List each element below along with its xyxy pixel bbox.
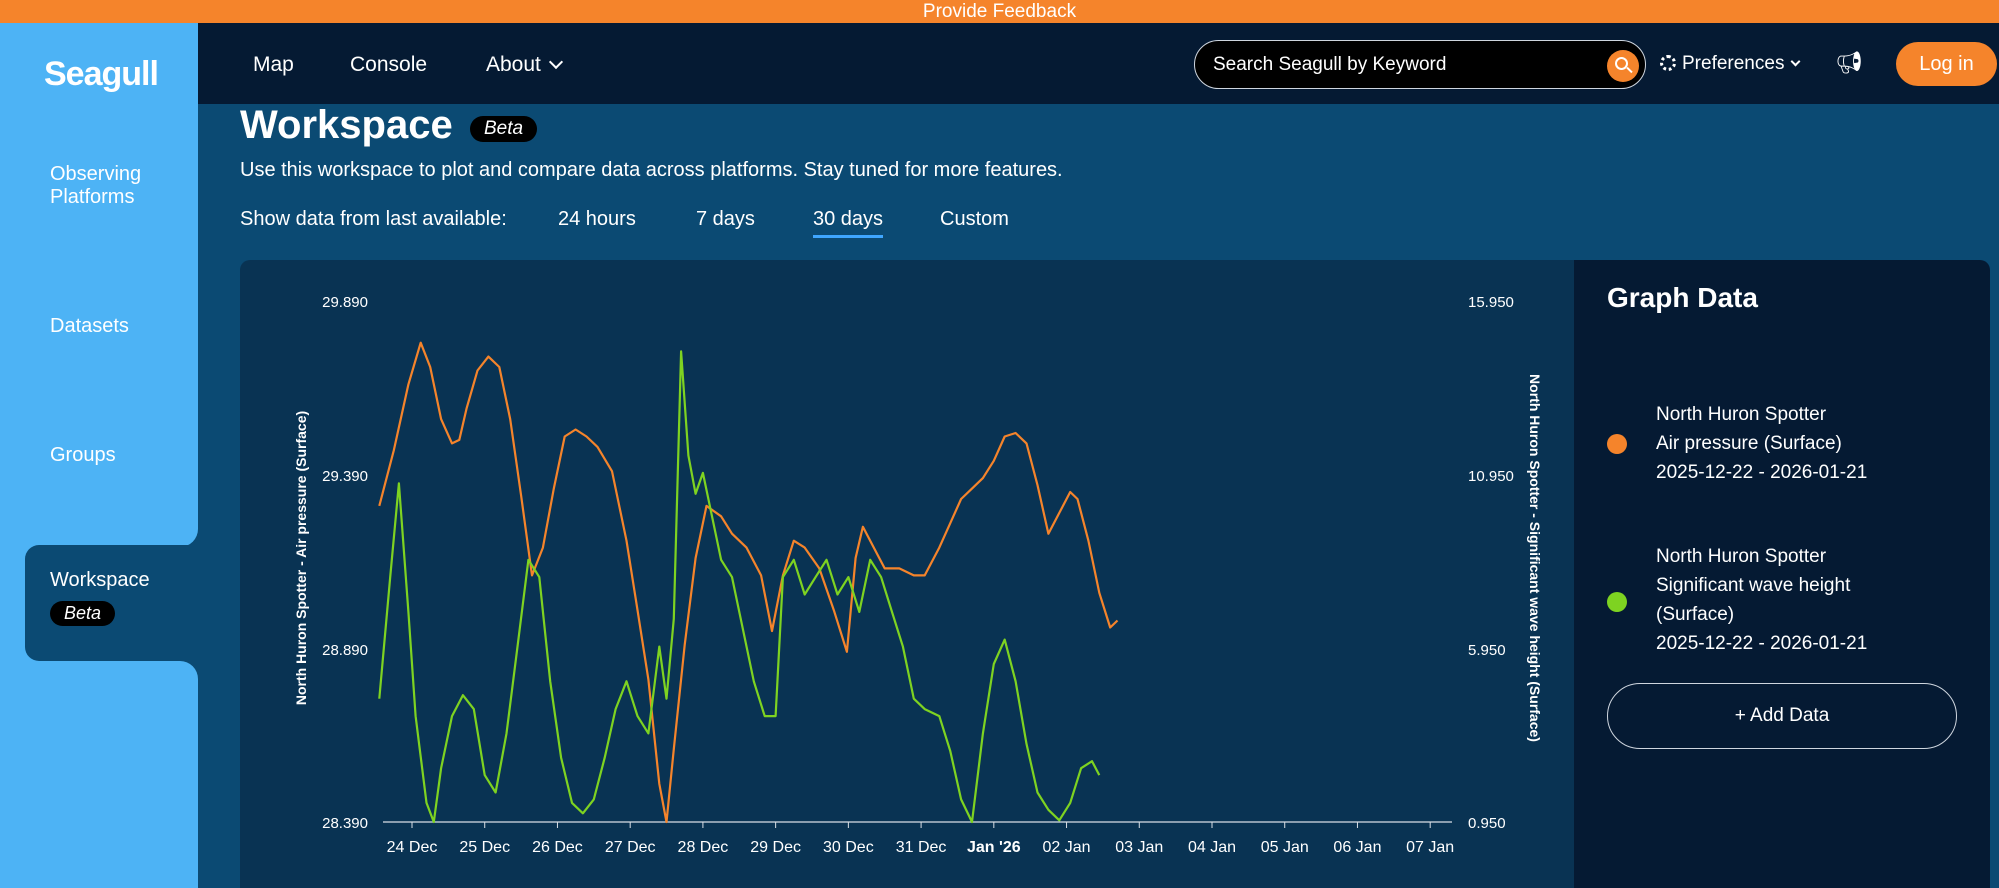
range-custom[interactable]: Custom [940, 208, 1009, 230]
series-color-dot [1607, 592, 1627, 612]
y-right-tick-label: 10.950 [1468, 468, 1514, 485]
x-tick-label: Jan '26 [967, 839, 1021, 856]
nav-about[interactable]: About [486, 53, 563, 77]
nav-about-label: About [486, 53, 541, 76]
legend-line: North Huron Spotter [1656, 546, 1827, 567]
x-tick-label: 06 Jan [1333, 839, 1381, 856]
add-data-button[interactable]: + Add Data [1607, 683, 1957, 749]
series-line-air-pressure [378, 341, 1119, 824]
x-tick-label: 30 Dec [823, 839, 874, 856]
range-7-days[interactable]: 7 days [696, 208, 755, 230]
search-icon [1615, 57, 1628, 70]
chart-panel: 29.890 29.390 28.890 28.390 15.950 10.950 5.95… [240, 260, 1574, 888]
x-tick-label: 26 Dec [532, 839, 583, 856]
login-button[interactable]: Log in [1896, 42, 1997, 86]
sidebar-item-datasets[interactable]: Datasets [50, 315, 129, 337]
sidebar-item-observing-platforms[interactable]: Observing Platforms [50, 163, 141, 209]
seagull-logo[interactable]: Seagull [44, 55, 159, 93]
x-tick-label: 31 Dec [896, 839, 947, 856]
provide-feedback-bar[interactable]: Provide Feedback [0, 0, 1999, 23]
y-left-axis-title: North Huron Spotter - Air pressure (Surf… [293, 411, 309, 705]
range-label: Show data from last available: [240, 208, 507, 230]
y-right-axis-title: North Huron Spotter - Significant wave h… [1527, 374, 1543, 742]
graph-data-title: Graph Data [1607, 282, 1758, 313]
range-30-days[interactable]: 30 days [813, 208, 884, 238]
x-tick-label: 07 Jan [1406, 839, 1454, 856]
chevron-down-icon [548, 54, 563, 70]
x-tick-label: 28 Dec [678, 839, 729, 856]
x-tick-label: 05 Jan [1261, 839, 1309, 856]
legend-line: (Surface) [1656, 604, 1735, 625]
y-left-tick-label: 29.390 [322, 468, 368, 485]
x-tick-label: 27 Dec [605, 839, 656, 856]
y-left-tick-label: 28.890 [322, 642, 368, 659]
legend-line: Significant wave height [1656, 575, 1851, 596]
search-button[interactable] [1607, 50, 1639, 82]
x-tick-label: 29 Dec [750, 839, 801, 856]
sidebar-item-workspace[interactable]: Workspace Beta [25, 545, 198, 661]
megaphone-icon[interactable]: 📢︎ [1835, 50, 1863, 75]
nav-map[interactable]: Map [253, 53, 294, 76]
series-line-wave-height [378, 350, 1101, 824]
active-tab-curve [160, 513, 198, 547]
search-input[interactable]: Search Seagull by Keyword [1194, 40, 1646, 89]
scrollbar[interactable] [1990, 692, 1999, 812]
x-tick-label: 04 Jan [1188, 839, 1236, 856]
y-left-tick-label: 29.890 [322, 294, 368, 311]
x-tick-label: 03 Jan [1115, 839, 1163, 856]
x-tick-label: 02 Jan [1043, 839, 1091, 856]
legend-line: Air pressure (Surface) [1656, 433, 1842, 454]
sidebar-item-label: Observing [50, 163, 142, 185]
gear-icon [1660, 55, 1676, 71]
line-chart[interactable]: 29.890 29.390 28.890 28.390 15.950 10.950 5.95… [240, 260, 1574, 888]
y-right-tick-label: 5.950 [1468, 642, 1506, 659]
legend-line: 2025-12-22 - 2026-01-21 [1656, 633, 1868, 654]
legend-line: 2025-12-22 - 2026-01-21 [1656, 462, 1868, 483]
legend-line: North Huron Spotter [1656, 404, 1827, 425]
top-navigation: Map Console About Search Seagull by Keyw… [198, 23, 1999, 104]
sidebar-item-groups[interactable]: Groups [50, 444, 116, 466]
series-color-dot [1607, 434, 1627, 454]
beta-badge: Beta [470, 116, 538, 142]
preferences-label: Preferences [1682, 53, 1785, 74]
page-subtitle: Use this workspace to plot and compare d… [240, 159, 1063, 181]
beta-badge: Beta [50, 601, 116, 626]
x-tick-label: 25 Dec [459, 839, 510, 856]
sidebar-item-label: Platforms [50, 186, 135, 208]
y-right-tick-label: 0.950 [1468, 815, 1506, 832]
range-24-hours[interactable]: 24 hours [558, 208, 636, 230]
y-right-tick-label: 15.950 [1468, 294, 1514, 311]
nav-console[interactable]: Console [350, 53, 428, 76]
chevron-down-icon [1791, 56, 1801, 67]
sidebar-item-label: Workspace [50, 569, 150, 591]
preferences-menu[interactable]: Preferences [1660, 53, 1801, 75]
search-placeholder: Search Seagull by Keyword [1213, 54, 1447, 75]
y-left-tick-label: 28.390 [322, 815, 368, 832]
sidebar: Seagull Observing Platforms Datasets Gro… [0, 23, 198, 888]
active-tab-curve [160, 661, 198, 695]
graph-data-panel: Graph Data North Huron Spotter Air press… [1574, 260, 1990, 888]
page-title: Workspace [240, 103, 453, 147]
x-tick-label: 24 Dec [387, 839, 438, 856]
